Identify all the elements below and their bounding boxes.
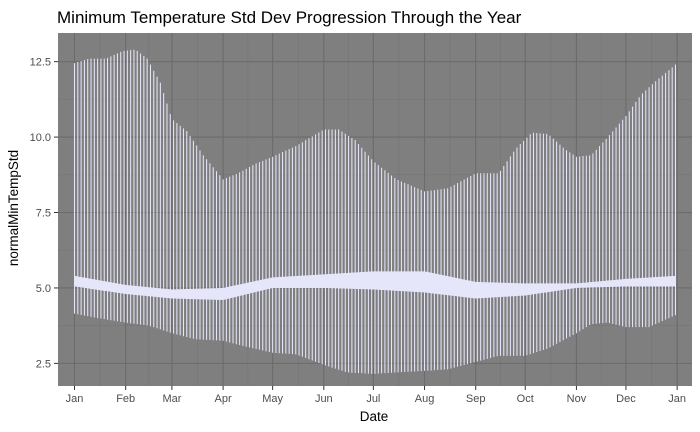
x-tick-label: May [262, 393, 283, 405]
x-tick-label: Jun [315, 393, 333, 405]
x-tick-label: Sep [466, 393, 486, 405]
y-tick-label: 12.5 [30, 57, 51, 69]
y-tick-label: 7.5 [36, 208, 51, 220]
y-tick-label: 10.0 [30, 132, 51, 144]
y-tick-label: 5.0 [36, 283, 51, 295]
y-axis-label: normalMinTempStd [6, 150, 21, 266]
x-tick-label: Jul [366, 393, 380, 405]
x-tick-label: Jan [66, 393, 84, 405]
y-axis-ticks: 2.5 5.0 7.5 10.0 12.5 [30, 57, 58, 370]
x-tick-label: Mar [162, 393, 181, 405]
y-tick-label: 2.5 [36, 358, 51, 370]
x-tick-label: Dec [616, 393, 636, 405]
x-tick-label: Apr [215, 393, 232, 405]
x-axis-ticks: Jan Feb Mar Apr May Jun Jul Aug Sep Oct Nov Dec Jan [66, 386, 686, 405]
x-tick-label: Jan [668, 393, 686, 405]
x-axis-label: Date [360, 409, 389, 424]
x-tick-label: Nov [567, 393, 587, 405]
central-band [74, 271, 676, 301]
chart-title: Minimum Temperature Std Dev Progression … [57, 8, 522, 27]
x-tick-label: Aug [415, 393, 435, 405]
x-tick-label: Feb [116, 393, 135, 405]
x-tick-label: Oct [517, 393, 534, 405]
